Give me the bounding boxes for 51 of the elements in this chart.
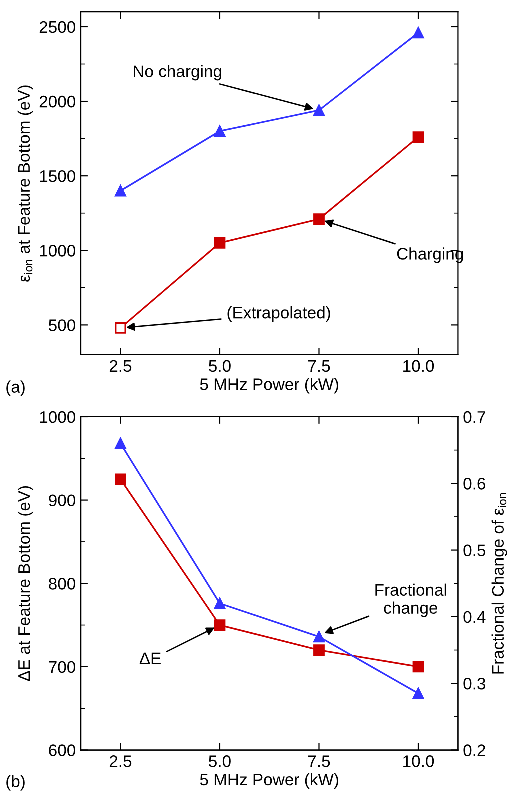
y-tick-label: 600 <box>49 744 76 756</box>
x-axis-title: 5 MHz Power (kW) <box>200 378 338 394</box>
y2-tick-label: 0.2 <box>464 744 486 756</box>
x-tick-label: 10.0 <box>404 756 434 768</box>
x-tick-label: 2.5 <box>110 756 132 768</box>
point <box>412 132 424 144</box>
point <box>214 237 226 249</box>
y-tick-label: 1500 <box>40 170 76 182</box>
text: (a) <box>6 380 25 396</box>
y2-tick-label: 0.6 <box>464 478 486 490</box>
y2-tick-label: 0.4 <box>464 611 486 624</box>
y2-tick-label: 0.7 <box>464 411 486 424</box>
y2-tick-label: 0.5 <box>464 544 486 556</box>
y-axis-title: ΔE at Feature Bottom (eV) <box>18 486 34 682</box>
y-tick-label: 2500 <box>40 21 76 34</box>
annotation: No charging <box>134 65 222 81</box>
annotation: Fractional change <box>376 584 446 618</box>
y-tick-label: 500 <box>49 320 76 332</box>
annotation: (Extrapolated) <box>228 306 330 322</box>
x-tick-label: 10.0 <box>404 360 434 372</box>
x-axis-title: 5 MHz Power (kW) <box>200 773 338 789</box>
x-tick-label: 5.0 <box>209 756 231 768</box>
point <box>412 27 424 39</box>
y2-tick-label: 0.3 <box>464 678 486 690</box>
point <box>314 644 325 656</box>
point <box>214 598 226 610</box>
point <box>115 438 126 450</box>
x-tick-label: 5.0 <box>209 360 231 372</box>
y-tick-label: 900 <box>49 494 76 507</box>
y2-axis-title: Fractional Change of ε$_{ion}$ <box>492 493 508 674</box>
y-axis-title: ε$_{ion}$ at Feature Bottom (eV) <box>18 86 34 282</box>
text: (b) <box>6 775 25 791</box>
point <box>115 185 126 197</box>
annotation: ΔE <box>140 652 161 664</box>
y-tick-label: 800 <box>49 578 76 590</box>
point <box>412 688 424 700</box>
x-tick-label: 2.5 <box>110 360 132 372</box>
point <box>314 631 325 643</box>
y-tick-label: 1000 <box>40 411 76 424</box>
point <box>314 214 325 226</box>
point <box>214 620 226 631</box>
point <box>115 474 126 486</box>
point <box>314 104 325 116</box>
y-tick-label: 1000 <box>40 245 76 257</box>
y-tick-label: 2000 <box>40 96 76 108</box>
x-tick-label: 7.5 <box>308 756 330 768</box>
y-tick-label: 700 <box>49 661 76 674</box>
x-tick-label: 7.5 <box>308 360 330 372</box>
point <box>214 126 226 138</box>
point <box>412 661 424 673</box>
point <box>115 322 126 334</box>
